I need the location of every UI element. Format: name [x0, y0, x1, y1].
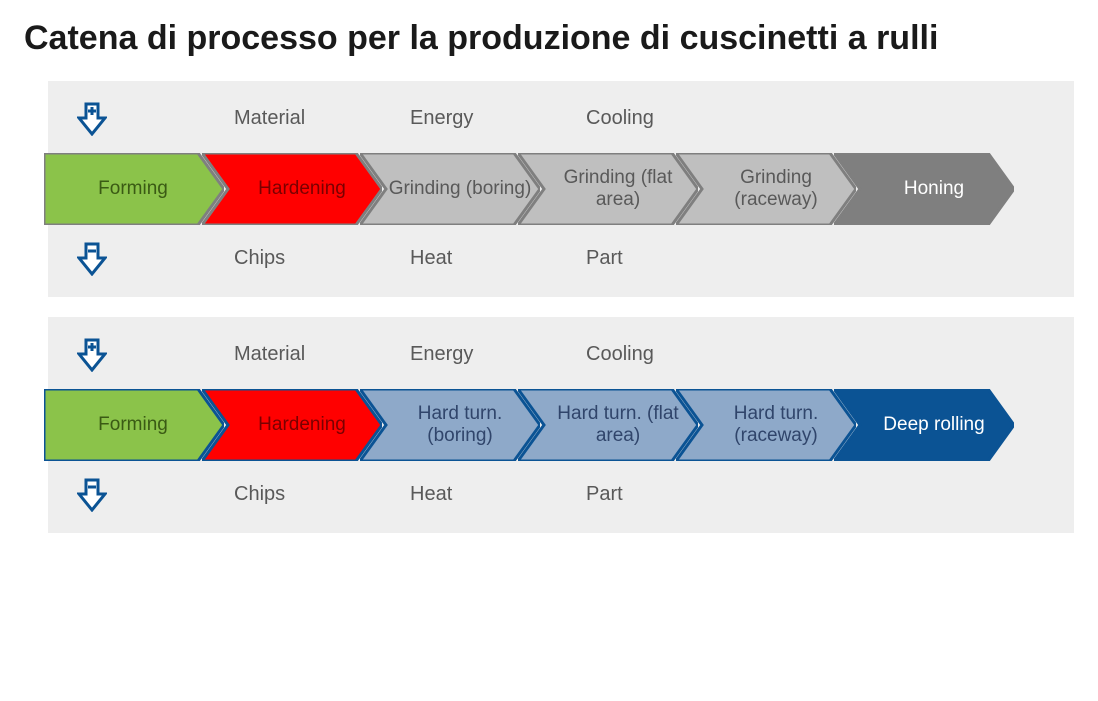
output-label: Part [586, 483, 762, 506]
input-label: Cooling [586, 107, 762, 130]
process-steps-row: Forming Hardening Hard turn. (boring) Ha… [44, 389, 1050, 461]
page-title: Catena di processo per la produzione di … [24, 18, 1074, 59]
process-chain-panel: Material Energy Cooling Forming Hardenin… [48, 81, 1074, 297]
output-label: Chips [234, 247, 410, 270]
inputs-row: Material Energy Cooling [72, 337, 1050, 373]
process-step: Forming [44, 389, 224, 461]
outputs-row: Chips Heat Part [72, 241, 1050, 277]
input-label: Energy [410, 343, 586, 366]
output-arrow-icon [72, 242, 112, 276]
process-step: Hard turn. (boring) [360, 389, 540, 461]
inputs-row: Material Energy Cooling [72, 101, 1050, 137]
process-step: Hard turn. (flat area) [518, 389, 698, 461]
input-label: Material [234, 343, 410, 366]
process-step: Hard turn. (raceway) [676, 389, 856, 461]
input-label: Cooling [586, 343, 762, 366]
input-arrow-icon [72, 338, 112, 372]
process-step: Grinding (boring) [360, 153, 540, 225]
input-label: Energy [410, 107, 586, 130]
input-arrow-icon [72, 102, 112, 136]
input-label: Material [234, 107, 410, 130]
output-label: Heat [410, 247, 586, 270]
output-label: Chips [234, 483, 410, 506]
process-step: Forming [44, 153, 224, 225]
process-step: Hardening [202, 389, 382, 461]
process-step: Deep rolling [834, 389, 1014, 461]
output-label: Part [586, 247, 762, 270]
process-steps-row: Forming Hardening Grinding (boring) Grin… [44, 153, 1050, 225]
process-step: Grinding (flat area) [518, 153, 698, 225]
process-step: Grinding (raceway) [676, 153, 856, 225]
output-arrow-icon [72, 478, 112, 512]
outputs-row: Chips Heat Part [72, 477, 1050, 513]
process-step: Hardening [202, 153, 382, 225]
process-step: Honing [834, 153, 1014, 225]
process-chain-panel: Material Energy Cooling Forming Hardenin… [48, 317, 1074, 533]
output-label: Heat [410, 483, 586, 506]
